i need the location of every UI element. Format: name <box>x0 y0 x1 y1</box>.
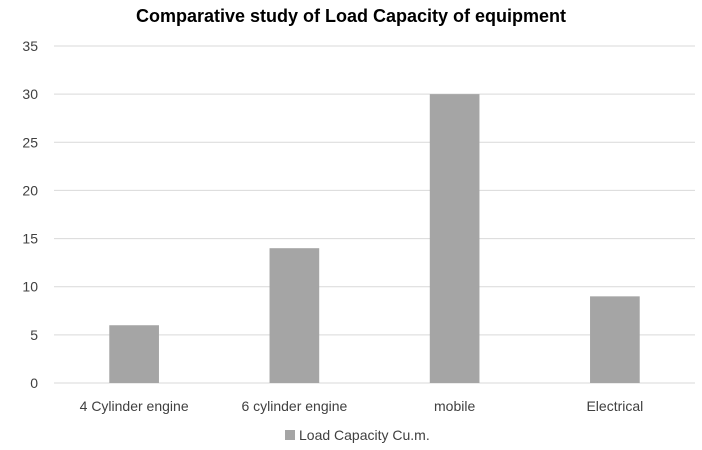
y-tick-label: 15 <box>22 231 38 247</box>
bar <box>269 248 320 383</box>
bar <box>429 94 480 384</box>
x-tick-label: 6 cylinder engine <box>241 398 347 414</box>
y-tick-label: 5 <box>30 327 38 343</box>
gridlines <box>54 45 695 384</box>
y-tick-label: 20 <box>22 182 38 198</box>
y-axis-ticks: 0 5 10 15 20 25 30 35 <box>22 38 38 391</box>
y-tick-label: 30 <box>22 86 38 102</box>
y-tick-label: 0 <box>30 375 38 391</box>
legend-swatch <box>285 430 295 440</box>
bars <box>109 94 640 384</box>
legend-label: Load Capacity Cu.m. <box>299 427 430 443</box>
x-tick-label: mobile <box>434 398 475 414</box>
chart-title: Comparative study of Load Capacity of eq… <box>136 6 566 26</box>
bar <box>109 325 159 383</box>
y-tick-label: 35 <box>22 38 38 54</box>
y-tick-label: 25 <box>22 134 38 150</box>
legend: Load Capacity Cu.m. <box>285 427 430 443</box>
bar <box>590 296 640 383</box>
x-axis-ticks: 4 Cylinder engine 6 cylinder engine mobile… <box>80 398 644 414</box>
y-tick-label: 10 <box>22 279 38 295</box>
x-tick-label: Electrical <box>586 398 643 414</box>
x-tick-label: 4 Cylinder engine <box>80 398 189 414</box>
